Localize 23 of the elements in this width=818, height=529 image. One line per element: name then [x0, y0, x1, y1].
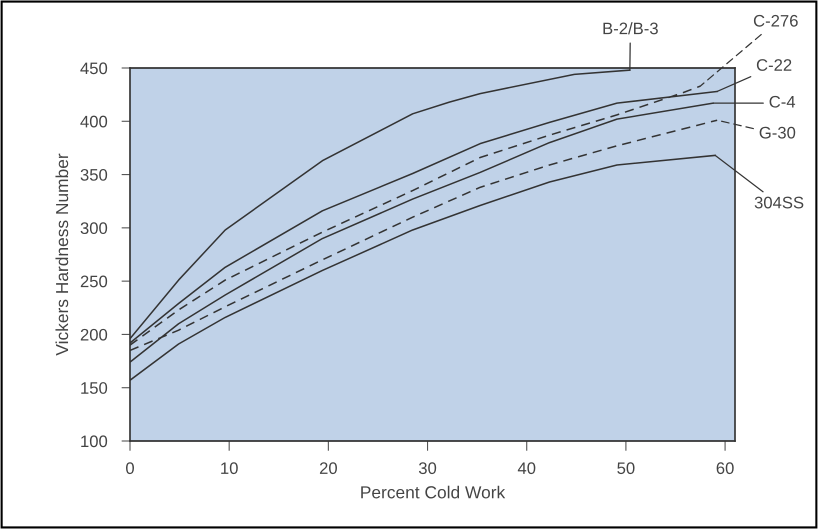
y-tick-label: 300	[80, 222, 108, 234]
y-tick-label: 350	[80, 168, 108, 181]
y-tick-label: 200	[80, 328, 108, 341]
x-tick-label: 50	[617, 462, 635, 474]
y-tick-label: 100	[81, 435, 108, 448]
y-tick-label: 450	[80, 62, 108, 74]
x-tick-label: 40	[518, 462, 536, 474]
y-axis-title: Vickers Hardness Number	[55, 154, 68, 356]
text: B-2/B-3	[603, 22, 658, 34]
legend-label: C-4	[770, 96, 796, 108]
x-tick-label: 10	[221, 462, 238, 474]
y-tick-label: 150	[81, 382, 108, 394]
y-tick-label: 250	[80, 276, 108, 288]
legend-label: G-30	[760, 126, 796, 139]
x-tick-label: 20	[320, 462, 337, 474]
text: C-22	[756, 59, 792, 71]
text: 304SS	[754, 196, 804, 208]
y-tick-label: 400	[80, 116, 108, 128]
x-tick-label: 30	[418, 462, 436, 474]
x-tick-label: 0	[126, 462, 134, 474]
x-tick-label: 60	[716, 462, 734, 474]
text: C-276	[754, 14, 798, 27]
x-axis-title: Percent Cold Work	[361, 486, 506, 498]
